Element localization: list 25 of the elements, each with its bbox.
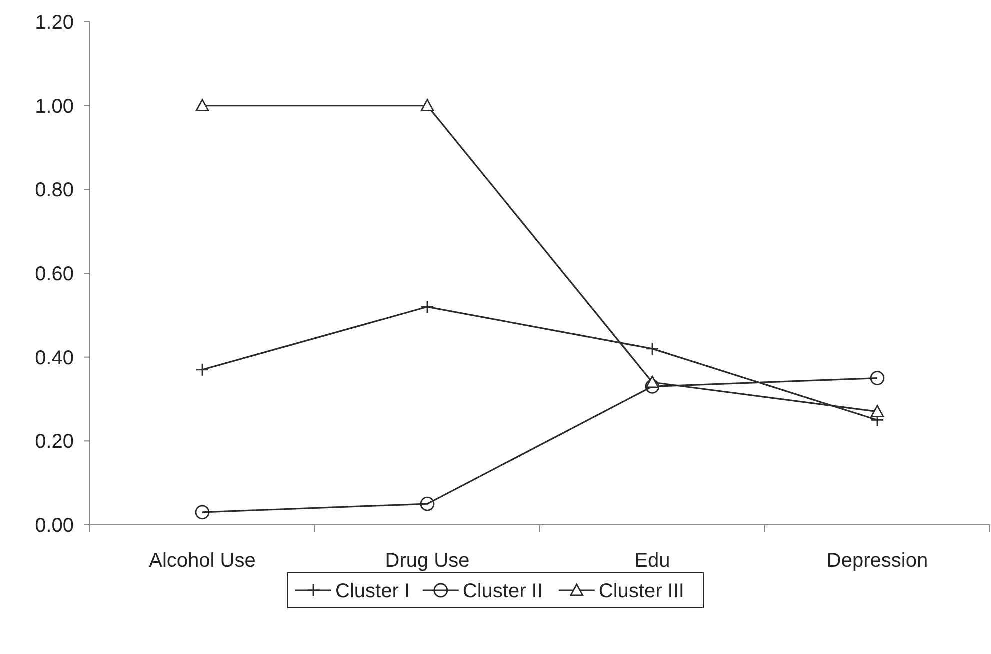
point <box>646 376 660 388</box>
point <box>420 496 435 512</box>
y-tick-label: 0.80 <box>35 180 74 202</box>
x-tick-label: Alcohol Use <box>149 550 256 572</box>
point <box>196 99 210 112</box>
y-tick-label: 0.20 <box>35 431 74 454</box>
point <box>420 300 434 314</box>
point <box>195 505 210 520</box>
point <box>196 363 210 377</box>
point <box>420 99 434 112</box>
y-tick-label: 0.60 <box>35 264 74 286</box>
y-tick-label: 0.40 <box>35 347 74 370</box>
legend-label: Cluster I <box>336 580 410 602</box>
legend-label: Cluster III <box>598 580 684 602</box>
y-tick-label: 1.20 <box>35 12 74 34</box>
point <box>870 405 884 418</box>
point <box>645 379 660 394</box>
x-tick-label: Depression <box>826 550 928 572</box>
point <box>646 342 660 356</box>
point <box>870 371 885 386</box>
x-tick-label: Edu <box>634 550 670 572</box>
x-tick-label: Drug Use <box>385 550 470 572</box>
legend-label: Cluster II <box>462 580 543 602</box>
y-tick-label: 1.00 <box>35 96 74 118</box>
y-tick-label: 0.00 <box>35 515 74 537</box>
